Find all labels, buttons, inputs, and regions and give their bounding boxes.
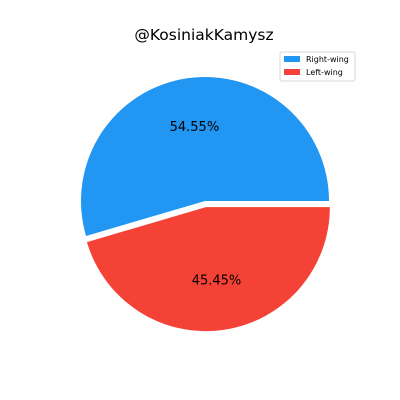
pie-slices [80,76,330,332]
legend-swatch-left-wing [284,69,300,75]
legend-items: Right-wing Left-wing [284,55,349,77]
chart-title: @KosiniakKamysz [134,26,273,44]
legend-swatch-right-wing [284,56,300,62]
legend-label-right-wing: Right-wing [306,55,349,64]
pie-slice-right-wing [80,76,330,236]
slice-label-right-wing: 54.55% [170,120,220,135]
slice-label-left-wing: 45.45% [192,273,242,288]
legend-label-left-wing: Left-wing [306,68,343,77]
pie-slice-labels: 54.55% 45.45% [170,120,242,288]
chart-legend: Right-wing Left-wing [279,51,356,82]
pie-slice-left-wing [86,207,330,332]
